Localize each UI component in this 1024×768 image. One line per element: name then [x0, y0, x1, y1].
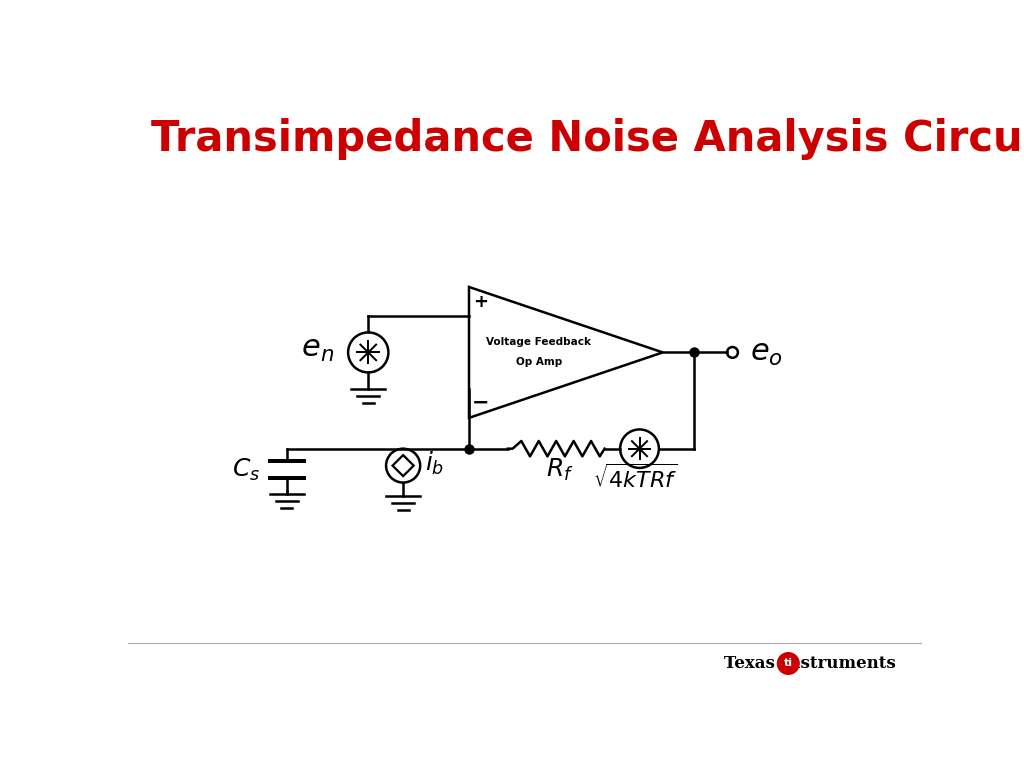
Text: $\mathbf{\mathit{e}}$$_n$: $\mathbf{\mathit{e}}$$_n$: [301, 335, 335, 364]
Text: Voltage Feedback: Voltage Feedback: [486, 337, 591, 347]
Text: +: +: [473, 293, 488, 311]
Text: $C_s$: $C_s$: [232, 457, 261, 483]
Text: $i_b$: $i_b$: [425, 450, 443, 477]
Text: Texas Instruments: Texas Instruments: [724, 655, 895, 672]
Text: −: −: [472, 392, 489, 412]
Text: $\sqrt{4kTRf}$: $\sqrt{4kTRf}$: [594, 464, 678, 492]
Circle shape: [777, 653, 799, 674]
Text: $e_o$: $e_o$: [750, 339, 782, 369]
Text: Transimpedance Noise Analysis Circuit: Transimpedance Noise Analysis Circuit: [152, 118, 1024, 160]
Text: $R_f$: $R_f$: [546, 457, 573, 483]
Text: ti: ti: [783, 658, 793, 668]
Text: Op Amp: Op Amp: [516, 357, 562, 367]
